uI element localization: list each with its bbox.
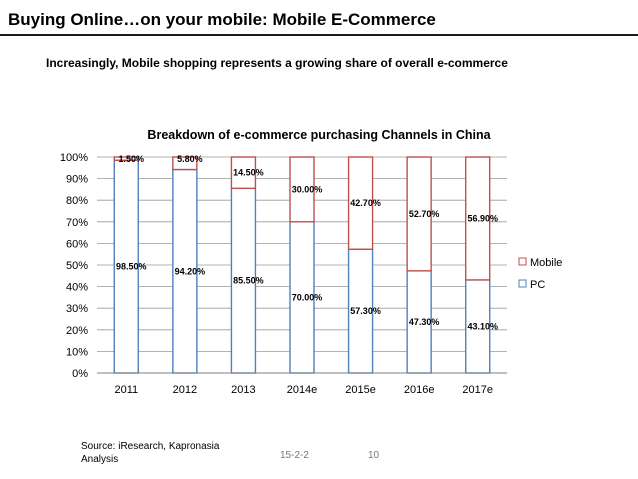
x-tick-label: 2016e [404,384,435,396]
x-tick-label: 2014e [287,384,318,396]
data-label-pc: 98.50% [116,262,147,272]
y-tick-label: 10% [66,346,88,358]
source-note: Source: iResearch, Kapronasia Analysis [81,441,220,465]
legend-label-mobile: Mobile [530,257,562,269]
slide-subtitle: Increasingly, Mobile shopping represents… [46,56,508,70]
bar-mobile [230,156,257,190]
data-label-mobile: 42.70% [350,198,381,208]
data-label-pc: 70.00% [292,292,323,302]
title-divider [0,34,638,36]
chart-title: Breakdown of e-commerce purchasing Chann… [147,128,491,142]
y-tick-label: 80% [66,195,88,207]
data-label-pc: 43.10% [467,321,498,331]
data-label-mobile: 52.70% [409,209,440,219]
page-number: 10 [368,450,380,461]
data-label-pc: 94.20% [175,266,206,276]
bar-mobile [172,156,198,171]
y-tick-label: 0% [72,368,88,380]
x-tick-label: 2011 [114,384,138,396]
x-tick-label: 2017e [462,384,493,396]
data-label-mobile: 1.50% [119,154,145,164]
legend-swatch-pc [518,279,527,288]
data-label-pc: 47.30% [409,317,440,327]
bar-pc [347,248,374,374]
x-tick-label: 2012 [173,384,197,396]
y-tick-label: 100% [60,152,88,164]
data-label-pc: 57.30% [350,306,381,316]
x-tick-label: 2013 [231,384,255,396]
data-label-mobile: 5.80% [177,154,203,164]
bar-mobile [113,156,139,161]
bar-mobile [465,156,491,281]
y-tick-label: 40% [66,282,88,294]
y-tick-label: 70% [66,217,88,229]
y-tick-label: 60% [66,238,88,250]
legend-swatch-mobile [518,257,527,266]
y-tick-label: 20% [66,325,88,337]
data-label-mobile: 56.90% [467,213,498,223]
bar-mobile [406,156,432,272]
y-tick-label: 90% [66,174,88,186]
slide-title: Buying Online…on your mobile: Mobile E-C… [8,10,436,29]
bar-mobile [347,156,374,250]
y-tick-label: 50% [66,260,88,272]
slide-date: 15-2-2 [280,450,309,461]
bar-pc [289,221,315,374]
x-tick-label: 2015e [345,384,376,396]
y-tick-label: 30% [66,303,88,315]
data-label-mobile: 14.50% [233,168,264,178]
data-label-mobile: 30.00% [292,184,323,194]
bar-mobile [289,156,315,223]
data-label-pc: 85.50% [233,276,264,286]
legend-label-pc: PC [530,279,545,291]
